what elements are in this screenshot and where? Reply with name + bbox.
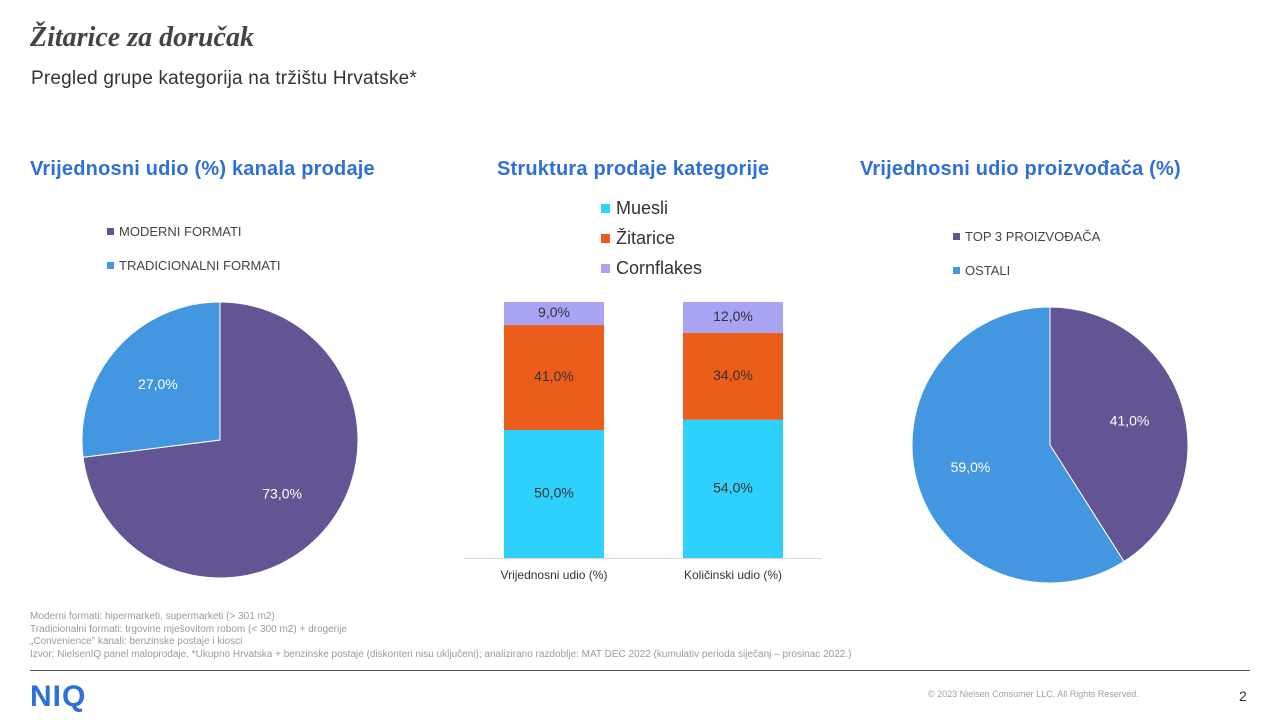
chart1-slice-label-1: 27,0%	[138, 376, 178, 392]
footnote-line: „Convenience” kanali: benzinske postaje …	[30, 636, 243, 647]
footnote-line: Tradicionalni formati: trgovine mješovit…	[30, 623, 347, 635]
footnote-line: Izvor: NielsenIQ panel maloprodaje, *Uku…	[30, 648, 852, 660]
chart2-bar-chart: 50,0% 41,0% 9,0% Vrijednosni udio (%) 54,0% 3…	[464, 302, 822, 582]
page-number: 2	[1239, 688, 1247, 704]
chart1-slice-1	[81, 301, 221, 458]
legend-label: MODERNI FORMATI	[119, 224, 242, 239]
chart2-legend-item-muesli: Muesli	[601, 198, 668, 219]
chart3-legend-item-ostali: OSTALI	[953, 263, 1010, 278]
page-subtitle: Pregled grupe kategorija na tržištu Hrva…	[31, 68, 418, 89]
chart2-legend-item-cornflakes: Cornflakes	[601, 258, 702, 279]
chart3-slice-label-1: 59,0%	[951, 459, 991, 475]
chart2-bar-0-2	[504, 302, 604, 326]
chart2-legend-item-zitarice: Žitarice	[601, 228, 675, 249]
chart2-data-label-0-2: 9,0%	[538, 304, 570, 320]
chart3-slice-0	[1049, 306, 1189, 563]
chart1-slice-label-0: 73,0%	[262, 485, 302, 501]
legend-swatch	[953, 233, 960, 240]
copyright-notice: © 2023 Nielsen Consumer LLC. All Rights …	[928, 689, 1139, 699]
chart3-slice-1	[911, 306, 1125, 584]
legend-swatch	[601, 234, 610, 243]
footer-divider	[30, 670, 1250, 671]
legend-label: Muesli	[616, 198, 669, 218]
legend-label: OSTALI	[965, 263, 1011, 278]
chart2-data-label-0-1: 41,0%	[534, 368, 574, 384]
chart2-data-label-1-0: 54,0%	[713, 480, 753, 496]
chart3-slice-label-0: 41,0%	[1110, 413, 1150, 429]
chart1-legend-item-moderni: MODERNI FORMATI	[107, 224, 242, 239]
legend-swatch	[107, 228, 114, 235]
footnote-line: Moderni formati: hipermarketi, supermark…	[30, 611, 275, 622]
chart2-data-label-0-0: 50,0%	[534, 485, 574, 501]
footnotes: Moderni formati: hipermarketi, supermark…	[30, 611, 851, 661]
chart1-legend-item-tradicionalni: TRADICIONALNI FORMATI	[107, 258, 281, 273]
chart2-data-label-1-2: 12,0%	[713, 308, 753, 324]
chart2-data-label-1-1: 34,0%	[713, 367, 753, 383]
legend-label: TOP 3 PROIZVOĐAČA	[965, 229, 1101, 244]
chart3-title: Vrijednosni udio proizvođača (%)	[860, 158, 1181, 180]
chart2-bar-1-1	[683, 332, 783, 420]
chart2-bar-0-1	[504, 325, 604, 430]
page-title: Žitarice za doručak	[30, 22, 254, 53]
legend-label: Žitarice	[616, 228, 676, 248]
chart2-x-tick-label-1: Količinski udio (%)	[684, 568, 782, 582]
chart1-slice-0	[82, 301, 359, 579]
legend-swatch	[107, 262, 114, 269]
niq-logo: NIQ	[30, 680, 87, 713]
chart2-bar-1-0	[683, 419, 783, 558]
chart1-pie: 73,0% 27,0%	[81, 301, 359, 579]
chart1-title: Vrijednosni udio (%) kanala prodaje	[30, 158, 375, 180]
chart2-bar-0-0	[504, 430, 604, 558]
chart2-title: Struktura prodaje kategorije	[497, 158, 770, 180]
legend-swatch	[601, 264, 610, 273]
chart3-legend-item-top3: TOP 3 PROIZVOĐAČA	[953, 229, 1100, 244]
legend-swatch	[601, 204, 610, 213]
legend-label: TRADICIONALNI FORMATI	[119, 258, 281, 273]
chart3-pie: 41,0% 59,0%	[911, 306, 1189, 584]
chart2-x-tick-label-0: Vrijednosni udio (%)	[501, 568, 608, 582]
legend-swatch	[953, 267, 960, 274]
chart2-bar-1-2	[683, 302, 783, 333]
legend-label: Cornflakes	[616, 258, 703, 278]
